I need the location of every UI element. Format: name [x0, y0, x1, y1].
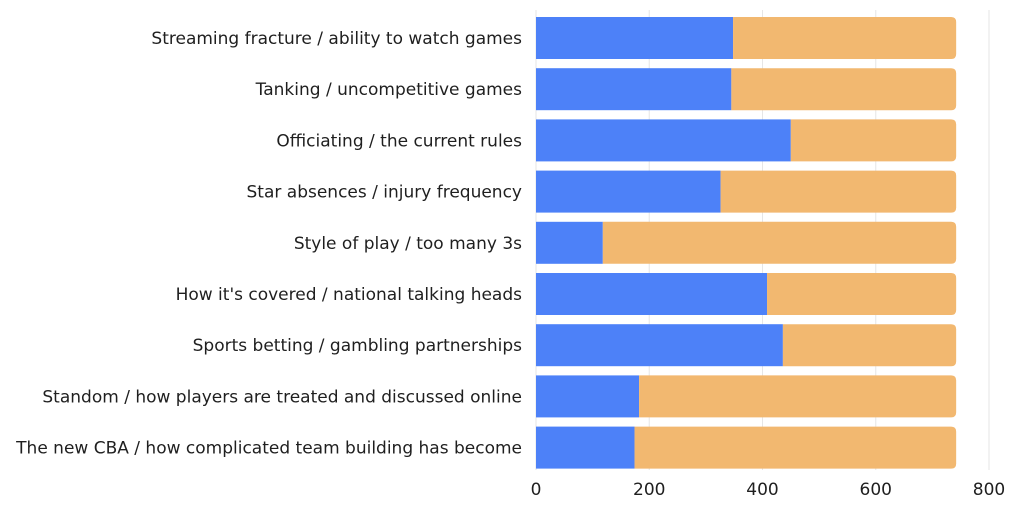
category-label: Standom / how players are treated and di… — [42, 387, 522, 407]
x-tick-label: 800 — [973, 480, 1005, 500]
category-label: Tanking / uncompetitive games — [255, 80, 522, 100]
bar-segment — [536, 17, 734, 59]
bar-segment — [536, 324, 783, 367]
bar-segment — [767, 273, 957, 315]
x-tick-label: 400 — [746, 480, 778, 500]
bar-segment — [536, 170, 721, 213]
x-tick-label: 600 — [860, 480, 892, 500]
bar-segment — [602, 221, 957, 264]
bar-segment — [536, 375, 640, 418]
bar-segment — [733, 17, 957, 59]
bar-segment — [536, 119, 791, 162]
category-label: How it's covered / national talking head… — [176, 285, 523, 305]
x-tick-label: 200 — [633, 480, 665, 500]
category-label: Star absences / injury frequency — [247, 183, 522, 203]
bar-segment — [536, 68, 732, 111]
category-label: Style of play / too many 3s — [294, 234, 522, 254]
category-label: Streaming fracture / ability to watch ga… — [151, 29, 522, 49]
x-tick-label: 0 — [531, 480, 542, 500]
category-label: The new CBA / how complicated team build… — [15, 439, 522, 459]
category-label: Officiating / the current rules — [276, 131, 522, 151]
category-labels: Streaming fracture / ability to watch ga… — [15, 29, 522, 459]
bar-segment — [536, 273, 768, 315]
category-label: Sports betting / gambling partnerships — [193, 336, 523, 356]
bar-segment — [536, 426, 635, 469]
bar-segment — [639, 375, 957, 418]
bar-segment — [634, 426, 957, 469]
bar-segment — [536, 221, 603, 264]
bar-segment — [782, 324, 957, 367]
bar-segment — [720, 170, 957, 213]
bars — [536, 17, 957, 469]
bar-segment — [731, 68, 957, 111]
bar-segment — [790, 119, 957, 162]
x-axis-tick-labels: 0 200 400 600 800 — [531, 480, 1006, 500]
